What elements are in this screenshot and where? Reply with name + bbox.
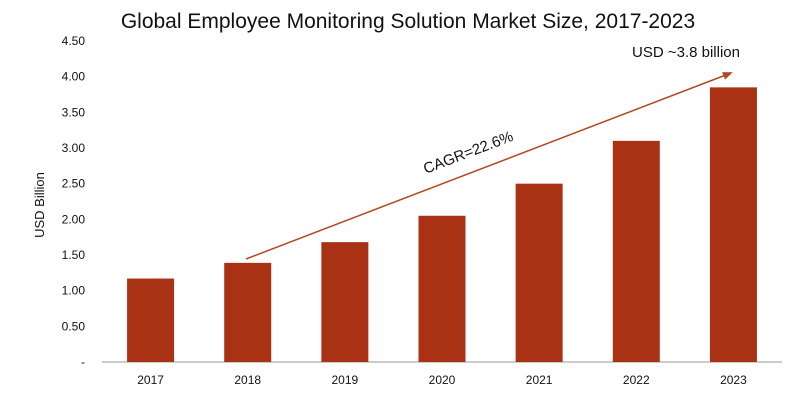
- x-tick-label: 2019: [332, 373, 359, 387]
- bar-2022: [612, 140, 660, 362]
- x-tick-label: 2021: [526, 373, 553, 387]
- bar-2017: [127, 278, 175, 362]
- chart-title: Global Employee Monitoring Solution Mark…: [121, 10, 695, 33]
- y-tick-label: -: [81, 355, 85, 369]
- y-tick-label: 4.50: [62, 34, 86, 48]
- x-tick-label: 2023: [720, 373, 747, 387]
- y-tick-label: 0.50: [62, 319, 86, 333]
- y-tick-label: 1.50: [62, 248, 86, 262]
- y-tick-label: 3.00: [62, 141, 86, 155]
- cagr-trend-arrow: [245, 72, 733, 260]
- bars: [127, 87, 757, 362]
- y-axis-label: USD Billion: [32, 172, 47, 238]
- bar-2023: [709, 87, 757, 362]
- x-tick-label: 2020: [429, 373, 456, 387]
- bar-2019: [321, 242, 369, 362]
- end-value-annotation: USD ~3.8 billion: [632, 44, 740, 61]
- x-tick-label: 2018: [234, 373, 261, 387]
- y-axis-ticks: - 0.50 1.00 1.50 2.00 2.50 3.00 3.50 4.00 4.50: [62, 34, 86, 369]
- y-tick-label: 3.50: [62, 105, 86, 119]
- x-tick-label: 2017: [137, 373, 164, 387]
- cagr-annotation: CAGR=22.6%: [421, 128, 515, 178]
- bar-2020: [418, 215, 466, 362]
- y-tick-label: 2.00: [62, 212, 86, 226]
- y-tick-label: 1.00: [62, 284, 86, 298]
- bar-2021: [515, 183, 563, 362]
- bar-2018: [224, 262, 272, 362]
- x-tick-label: 2022: [623, 373, 650, 387]
- y-tick-label: 2.50: [62, 177, 86, 191]
- x-axis-ticks: 2017 2018 2019 2020 2021 2022 2023: [137, 373, 747, 387]
- y-tick-label: 4.00: [62, 70, 86, 84]
